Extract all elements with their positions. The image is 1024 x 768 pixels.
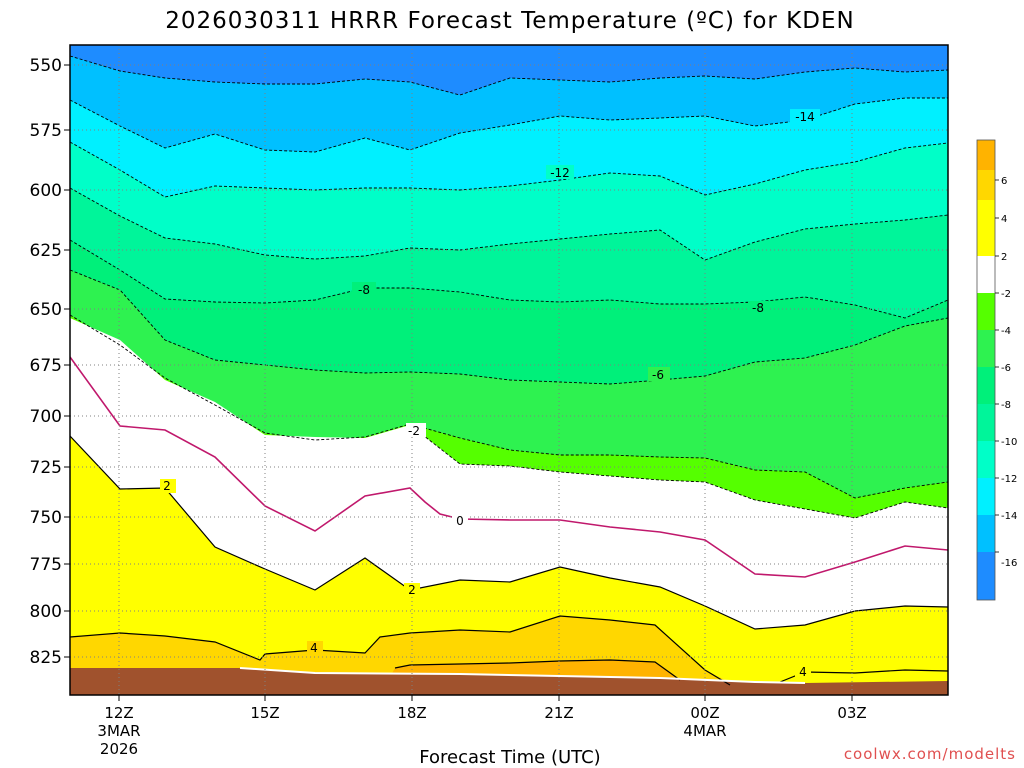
grid bbox=[70, 45, 948, 695]
isotherm-neg4 bbox=[70, 314, 948, 499]
contour-label: 2 bbox=[163, 479, 171, 493]
colorbar-tick-label: -4 bbox=[1001, 326, 1011, 337]
colorbar-swatch bbox=[977, 441, 995, 478]
contour-lines bbox=[70, 55, 948, 686]
band-2-to-4 bbox=[70, 436, 948, 695]
x-tick-label: 03Z bbox=[837, 704, 866, 722]
x-tick-label: 3MAR bbox=[97, 722, 140, 740]
y-tick-label: 700 bbox=[30, 407, 62, 427]
y-tick-label: 575 bbox=[30, 121, 62, 141]
contour-label: 4 bbox=[799, 665, 807, 679]
isotherm-neg6 bbox=[70, 269, 948, 385]
isotherm-neg16 bbox=[70, 55, 948, 96]
contour-label: -12 bbox=[550, 166, 570, 180]
colorbar-tick-label: -10 bbox=[1001, 437, 1017, 448]
x-tick-label: 18Z bbox=[397, 704, 426, 722]
colorbar-swatch bbox=[977, 552, 995, 600]
y-tick-label: 800 bbox=[30, 602, 62, 622]
y-axis: 550 575 600 625 650 675 700 725 750 775 … bbox=[30, 56, 70, 668]
contour-label: -8 bbox=[752, 301, 764, 315]
colorbar-tick-label: 2 bbox=[1001, 252, 1007, 263]
colorbar-swatch bbox=[977, 256, 995, 293]
x-tick-label: 2026 bbox=[100, 740, 138, 758]
plot-frame bbox=[69, 44, 949, 696]
contour-value-labels: -14 -12 -8 -8 -6 -2 2 0 2 4 4 bbox=[160, 109, 820, 679]
isotherm-4 bbox=[70, 615, 731, 686]
colorbar-swatch bbox=[977, 367, 995, 404]
contour-label: 2 bbox=[408, 583, 416, 597]
x-tick-label: 21Z bbox=[544, 704, 573, 722]
y-tick-label: 725 bbox=[30, 458, 62, 478]
contour-label: -14 bbox=[795, 110, 815, 124]
credit-text: coolwx.com/modelts bbox=[844, 745, 1016, 763]
chart-title: 2026030311 HRRR Forecast Temperature (ºC… bbox=[165, 8, 854, 34]
isotherm-neg10 bbox=[70, 187, 948, 261]
surface-ground bbox=[70, 668, 948, 695]
colorbar-tick-label: -16 bbox=[1001, 558, 1017, 569]
plot-area: -14 -12 -8 -8 -6 -2 2 0 2 4 4 bbox=[70, 45, 948, 695]
colorbar-swatch bbox=[977, 140, 995, 170]
contour-label: -6 bbox=[652, 368, 664, 382]
isotherm-neg8 bbox=[70, 239, 948, 319]
y-tick-label: 650 bbox=[30, 300, 62, 320]
contour-label: -2 bbox=[408, 424, 420, 438]
colorbar: 6 4 2 -2 -4 -6 -8 -10 -12 -14 -16 bbox=[976, 139, 1017, 601]
y-tick-label: 625 bbox=[30, 241, 62, 261]
colorbar-swatch bbox=[977, 293, 995, 330]
colorbar-tick-label: 4 bbox=[1001, 214, 1007, 225]
colorbar-tick-label: -14 bbox=[1001, 511, 1017, 522]
colorbar-tick-label: 6 bbox=[1001, 176, 1007, 187]
colorbar-tick-label: -8 bbox=[1001, 400, 1011, 411]
colorbar-swatch bbox=[977, 200, 995, 256]
y-tick-label: 825 bbox=[30, 648, 62, 668]
y-tick-label: 550 bbox=[30, 56, 62, 76]
isotherm-neg2 bbox=[409, 424, 948, 519]
surface-line bbox=[239, 667, 806, 684]
isotherm-2 bbox=[70, 435, 948, 630]
y-tick-label: 675 bbox=[30, 356, 62, 376]
contour-label: 4 bbox=[310, 641, 318, 655]
colorbar-swatch bbox=[977, 404, 995, 441]
colorbar-swatch bbox=[977, 478, 995, 515]
y-tick-label: 600 bbox=[30, 181, 62, 201]
x-axis: 12Z 3MAR 2026 15Z 18Z 21Z 00Z 4MAR 03Z bbox=[97, 695, 867, 758]
isotherm-neg12 bbox=[70, 141, 948, 198]
contour-label: 0 bbox=[456, 514, 464, 528]
x-tick-label: 4MAR bbox=[683, 722, 726, 740]
colorbar-swatch bbox=[977, 330, 995, 367]
colorbar-swatch bbox=[977, 170, 995, 200]
colorbar-swatch bbox=[977, 515, 995, 552]
colorbar-tick-label: -2 bbox=[1001, 289, 1011, 300]
contour-label: -8 bbox=[358, 283, 370, 297]
x-tick-label: 00Z bbox=[690, 704, 719, 722]
colorbar-tick-label: -12 bbox=[1001, 474, 1017, 485]
y-tick-label: 750 bbox=[30, 508, 62, 528]
colorbar-tick-label: -6 bbox=[1001, 363, 1011, 374]
x-tick-label: 15Z bbox=[250, 704, 279, 722]
x-axis-label: Forecast Time (UTC) bbox=[419, 747, 600, 768]
y-tick-label: 775 bbox=[30, 555, 62, 575]
x-tick-label: 12Z bbox=[104, 704, 133, 722]
isotherm-6 bbox=[394, 659, 681, 681]
